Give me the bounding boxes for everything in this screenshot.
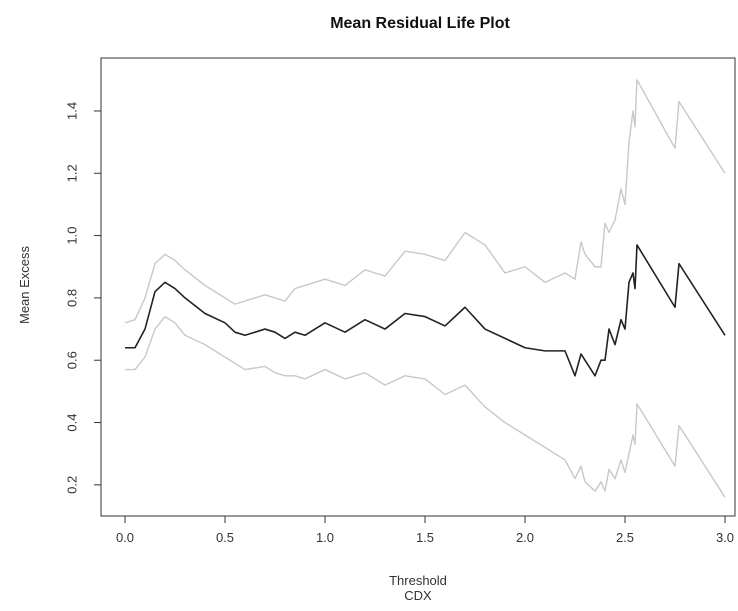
- y-tick-label: 0.4: [64, 413, 79, 431]
- y-axis: 0.2 0.4 0.6 0.8 1.0 1.2 1.4: [64, 102, 101, 494]
- plot-frame: [100, 57, 736, 517]
- x-axis-sublabel: CDX: [404, 588, 432, 603]
- y-tick-label: 1.0: [64, 227, 79, 245]
- chart-title: Mean Residual Life Plot: [330, 15, 510, 32]
- mean-series-line: [125, 244, 726, 377]
- x-tick-label: 1.0: [316, 530, 334, 545]
- series-layer: [124, 79, 726, 498]
- x-axis-label: Threshold: [389, 573, 447, 588]
- x-tick-label: 2.0: [516, 530, 534, 545]
- x-tick-label: 0.0: [116, 530, 134, 545]
- y-tick-label: 0.2: [64, 476, 79, 494]
- y-tick-label: 0.8: [64, 289, 79, 307]
- plot-area: [100, 57, 736, 517]
- x-tick-label: 0.5: [216, 530, 234, 545]
- upper-series-line: [124, 79, 726, 324]
- x-tick-label: 3.0: [716, 530, 734, 545]
- y-tick-label: 1.2: [64, 164, 79, 182]
- y-tick-label: 0.6: [64, 351, 79, 369]
- y-tick-label: 1.4: [64, 102, 79, 120]
- x-tick-label: 1.5: [416, 530, 434, 545]
- lower-series-line: [125, 315, 726, 498]
- x-tick-label: 2.5: [616, 530, 634, 545]
- y-axis-label: Mean Excess: [17, 245, 32, 324]
- x-axis: 0.0 0.5 1.0 1.5 2.0 2.5 3.0: [116, 516, 734, 545]
